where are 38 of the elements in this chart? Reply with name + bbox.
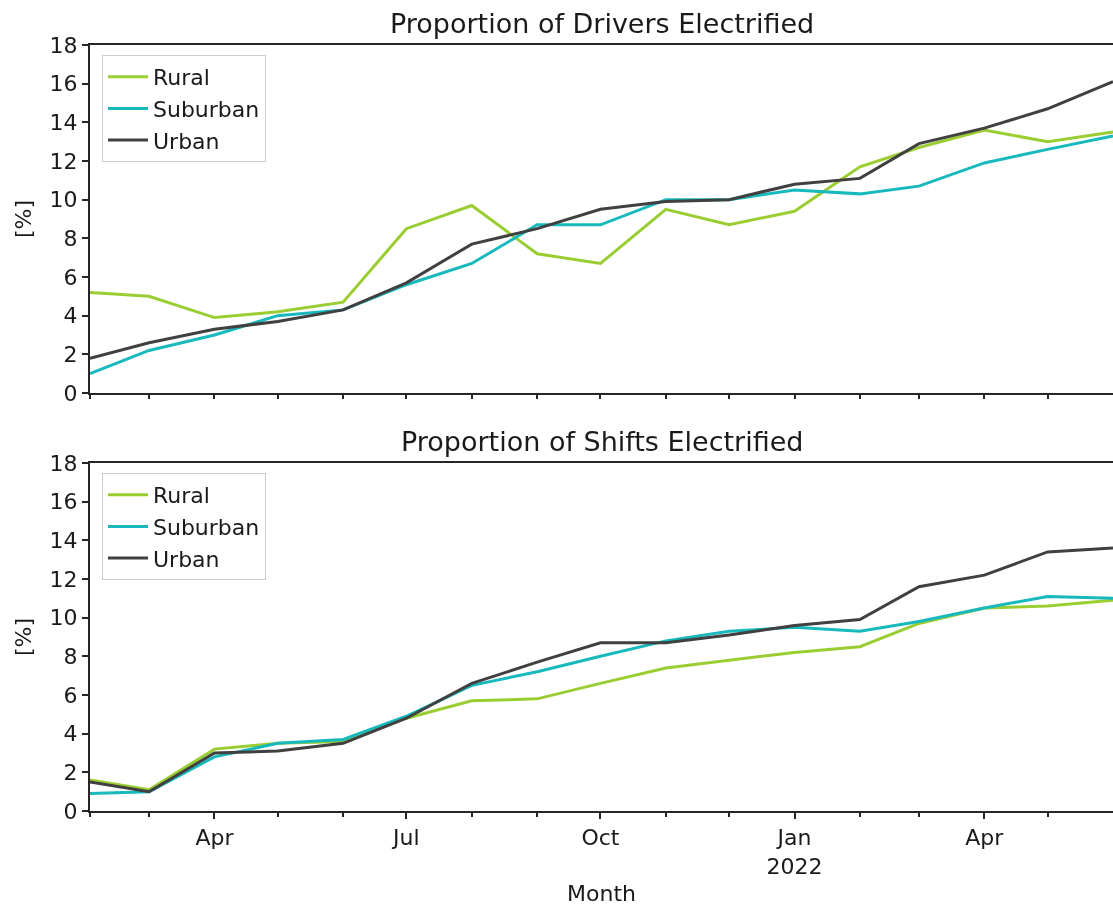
legend-label: Urban — [153, 128, 220, 154]
legend-label: Rural — [153, 65, 210, 91]
line-series — [90, 546, 1113, 794]
x-tick-label: Oct — [581, 825, 620, 851]
y-tick-label: 6 — [63, 682, 78, 708]
y-tick-label: 18 — [49, 32, 78, 58]
y-tick-label: 4 — [63, 303, 78, 329]
x-tick-label: Jul — [391, 825, 420, 851]
y-axis-title: [%] — [10, 617, 36, 657]
y-tick-label: 10 — [49, 187, 78, 213]
x-tick-label: Apr — [965, 825, 1005, 851]
legend-label: Suburban — [153, 96, 260, 122]
y-tick-label: 4 — [63, 721, 78, 747]
y-tick-label: 14 — [49, 110, 78, 136]
x-axis-title: Month — [567, 881, 636, 907]
y-tick-label: 0 — [63, 380, 78, 406]
legend-label: Suburban — [153, 514, 260, 540]
y-tick-label: 6 — [63, 264, 78, 290]
legend-label: Urban — [153, 546, 220, 572]
chart-title: Proportion of Shifts Electrified — [401, 426, 804, 457]
x-tick-label: Apr — [195, 825, 235, 851]
chart-title: Proportion of Drivers Electrified — [390, 8, 815, 39]
y-tick-label: 16 — [49, 489, 78, 515]
y-tick-label: 14 — [49, 528, 78, 554]
y-tick-label: 16 — [49, 71, 78, 97]
y-tick-label: 2 — [63, 760, 78, 786]
x-tick-label: Jan 2022 — [766, 825, 823, 879]
y-tick-label: 8 — [63, 644, 78, 670]
y-tick-label: 2 — [63, 342, 78, 368]
line-series — [90, 128, 1113, 320]
y-tick-label: 12 — [49, 148, 78, 174]
y-tick-label: 0 — [63, 798, 78, 824]
y-tick-label: 12 — [49, 566, 78, 592]
y-tick-label: 8 — [63, 226, 78, 252]
y-axis-title: [%] — [10, 199, 36, 239]
legend-label: Rural — [153, 483, 210, 509]
y-tick-label: 10 — [49, 605, 78, 631]
y-tick-label: 18 — [49, 450, 78, 476]
